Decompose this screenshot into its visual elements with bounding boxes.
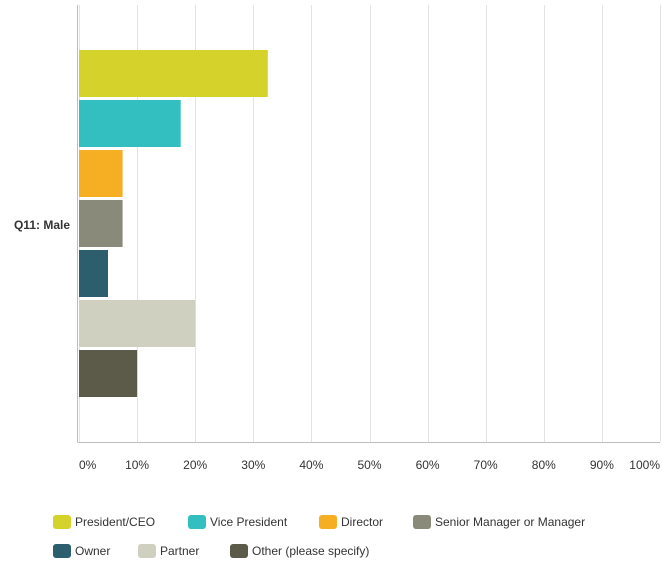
x-tick-label: 60% bbox=[416, 458, 440, 472]
x-tick-label: 100% bbox=[629, 458, 660, 472]
legend-label: Partner bbox=[160, 544, 199, 558]
legend-swatch bbox=[188, 515, 206, 529]
x-tick-label: 30% bbox=[241, 458, 265, 472]
legend-label: Owner bbox=[75, 544, 110, 558]
x-tick-label: 50% bbox=[357, 458, 381, 472]
bar bbox=[79, 350, 138, 397]
bar bbox=[79, 200, 123, 247]
legend-swatch bbox=[53, 544, 71, 558]
legend-swatch bbox=[53, 515, 71, 529]
x-tick-label: 80% bbox=[532, 458, 556, 472]
bar bbox=[79, 50, 268, 97]
x-tick-label: 70% bbox=[474, 458, 498, 472]
bar bbox=[79, 300, 196, 347]
legend-swatch bbox=[138, 544, 156, 558]
legend-swatch bbox=[230, 544, 248, 558]
x-tick-label: 40% bbox=[299, 458, 323, 472]
legend-label: President/CEO bbox=[75, 515, 155, 529]
legend-swatch bbox=[413, 515, 431, 529]
x-tick-label: 20% bbox=[183, 458, 207, 472]
legend-label: Other (please specify) bbox=[252, 544, 369, 558]
bar bbox=[79, 250, 108, 297]
x-tick-label: 10% bbox=[125, 458, 149, 472]
legend-label: Senior Manager or Manager bbox=[435, 515, 585, 529]
legend-label: Vice President bbox=[210, 515, 288, 529]
x-tick-label: 90% bbox=[590, 458, 614, 472]
x-tick-label: 0% bbox=[79, 458, 97, 472]
category-label: Q11: Male bbox=[14, 218, 70, 232]
legend-swatch bbox=[319, 515, 337, 529]
bar bbox=[79, 150, 123, 197]
legend-label: Director bbox=[341, 515, 383, 529]
bar bbox=[79, 100, 181, 147]
